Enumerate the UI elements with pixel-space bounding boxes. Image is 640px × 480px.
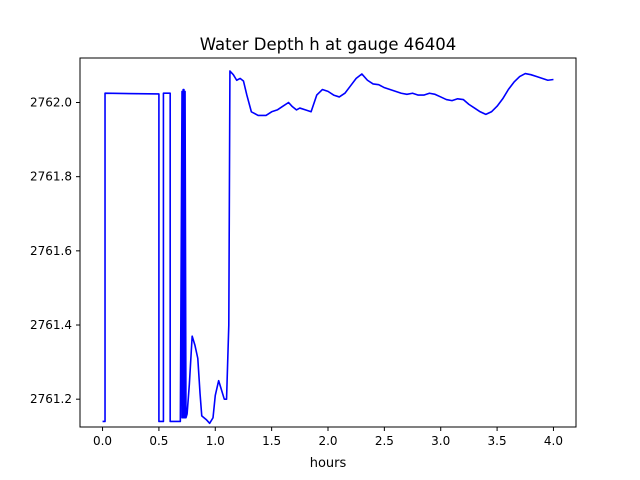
x-tick-label: 3.0 [431, 434, 450, 448]
x-tick-label: 1.5 [262, 434, 281, 448]
x-tick-label: 4.0 [544, 434, 563, 448]
x-tick-label: 2.0 [318, 434, 337, 448]
x-tick-label: 2.5 [375, 434, 394, 448]
plot-layer [102, 70, 554, 425]
y-tick-label: 2761.8 [30, 170, 72, 184]
x-tick-label: 0.5 [149, 434, 168, 448]
x-axis-label: hours [310, 456, 347, 471]
y-tick-label: 2761.6 [30, 244, 72, 258]
x-tick-label: 3.5 [488, 434, 507, 448]
y-axis: 2761.2 2761.4 2761.6 2761.8 2762.0 [30, 96, 80, 406]
y-tick-label: 2761.4 [30, 318, 72, 332]
x-tick-label: 0.0 [93, 434, 112, 448]
y-tick-label: 2762.0 [30, 96, 72, 110]
x-axis: 0.0 0.5 1.0 1.5 2.0 2.5 3.0 3.5 4.0 [93, 427, 563, 448]
y-tick-label: 2761.2 [30, 392, 72, 406]
series-line-0 [102, 70, 554, 425]
chart-title: Water Depth h at gauge 46404 [200, 35, 456, 54]
x-tick-label: 1.0 [206, 434, 225, 448]
